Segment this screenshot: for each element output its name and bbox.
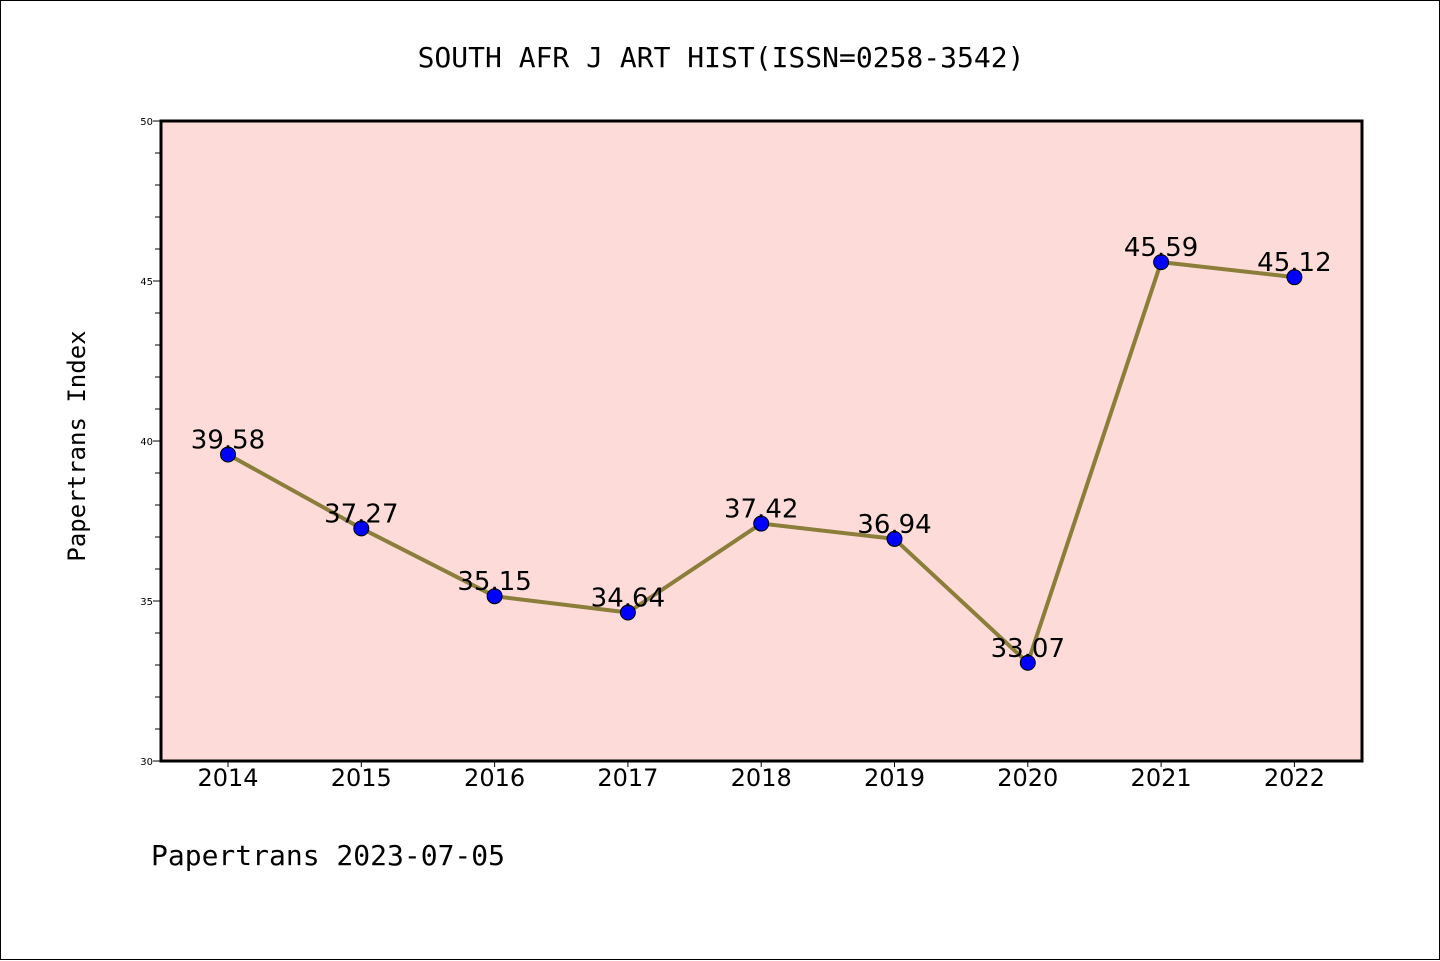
data-label: 37.42	[724, 495, 798, 525]
plot-area	[159, 119, 1364, 763]
y-tick-label: 35	[140, 597, 153, 608]
data-label: 45.12	[1257, 248, 1331, 278]
x-tick-label: 2017	[597, 764, 658, 792]
y-tick-label: 40	[140, 437, 153, 448]
series-layer	[220, 254, 1303, 671]
data-point	[1153, 254, 1170, 271]
data-label: 35.15	[457, 567, 531, 597]
data-label: 33.07	[991, 634, 1065, 664]
x-tick-label: 2015	[331, 764, 392, 792]
data-label-layer: 39.58 37.27 35.15 34.64 37.42 36.94 33.07 45.59…	[191, 233, 1332, 664]
x-tick-label: 2016	[464, 764, 525, 792]
x-tick-label: 2019	[864, 764, 925, 792]
data-point	[753, 515, 770, 532]
data-point	[619, 604, 636, 621]
chart-title: SOUTH AFR J ART HIST(ISSN=0258-3542)	[418, 41, 1025, 74]
y-tick-label: 50	[140, 117, 153, 128]
data-point	[220, 446, 236, 463]
data-point	[1019, 654, 1036, 671]
y-tick-label: 30	[140, 757, 153, 768]
y-tick-label: 45	[140, 277, 153, 288]
data-point	[353, 520, 370, 537]
x-axis: 2014 2015 2016 2017 2018 2019 2020 2021 2022	[197, 761, 1325, 792]
x-tick-label: 2022	[1264, 764, 1325, 792]
footer-text: Papertrans 2023-07-05	[151, 839, 505, 872]
data-label: 34.64	[591, 584, 665, 614]
data-point	[886, 530, 903, 547]
x-tick-label: 2018	[731, 764, 792, 792]
x-tick-label: 2020	[997, 764, 1058, 792]
y-axis: 30 35 40 45 50	[140, 117, 161, 768]
x-tick-label: 2014	[197, 764, 258, 792]
data-point	[1286, 269, 1303, 286]
x-tick-label: 2021	[1131, 764, 1192, 792]
data-label: 39.58	[191, 425, 265, 455]
data-label: 37.27	[324, 499, 398, 529]
data-label: 45.59	[1124, 233, 1198, 263]
y-axis-label: Papertrans Index	[63, 330, 91, 561]
data-point	[486, 588, 503, 605]
data-label: 36.94	[857, 510, 931, 540]
